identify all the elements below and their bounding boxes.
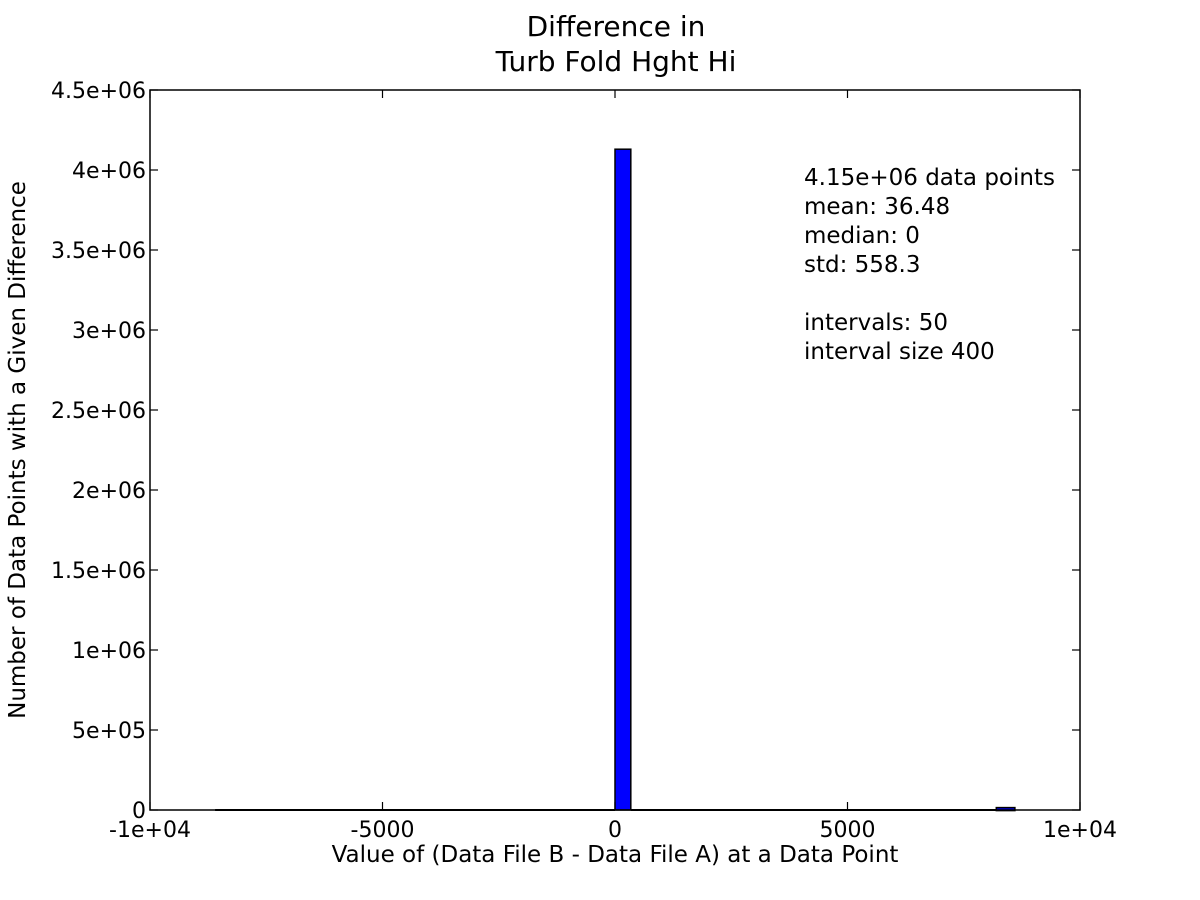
stats-line-1: mean: 36.48 (804, 194, 951, 220)
y-tick-label-8: 4e+06 (72, 159, 146, 184)
stats-line-4 (804, 280, 1055, 309)
chart-title-line-2: Turb Fold Hght Hi (495, 45, 737, 78)
x-axis-label: Value of (Data File B - Data File A) at … (331, 842, 899, 868)
stats-annotation: 4.15e+06 data points mean: 36.48 median: 0… (804, 164, 1055, 367)
y-tick-label-2: 1e+06 (72, 639, 146, 664)
y-tick-label-5: 2.5e+06 (51, 399, 146, 424)
chart-title-line-1: Difference in (526, 10, 706, 43)
y-axis-label: Number of Data Points with a Given Diffe… (5, 181, 31, 719)
stats-line-3: std: 558.3 (804, 252, 921, 278)
y-tick-label-1: 5e+05 (72, 719, 146, 744)
histogram-bar-1 (614, 148, 632, 811)
x-tick-label-2: 0 (608, 818, 622, 843)
y-tick-label-3: 1.5e+06 (51, 559, 146, 584)
stats-line-6: interval size 400 (804, 339, 995, 365)
x-tick-label-4: 1e+04 (1043, 818, 1117, 843)
y-tick-label-0: 0 (132, 799, 146, 824)
stats-line-5: intervals: 50 (804, 310, 948, 336)
y-tick-label-6: 3e+06 (72, 319, 146, 344)
y-tick-label-4: 2e+06 (72, 479, 146, 504)
stats-line-2: median: 0 (804, 223, 920, 249)
stats-line-0: 4.15e+06 data points (804, 165, 1055, 191)
y-tick-label-7: 3.5e+06 (51, 239, 146, 264)
x-tick-label-1: -5000 (351, 818, 415, 843)
y-tick-label-9: 4.5e+06 (51, 79, 146, 104)
ticks-layer: -1e+04 -5000 0 5000 1e+04 0 5e+05 1e+06 1.5e+06 2… (51, 79, 1117, 843)
x-tick-label-0: -1e+04 (109, 818, 191, 843)
x-tick-label-3: 5000 (820, 818, 876, 843)
plot-frame (149, 89, 1081, 811)
